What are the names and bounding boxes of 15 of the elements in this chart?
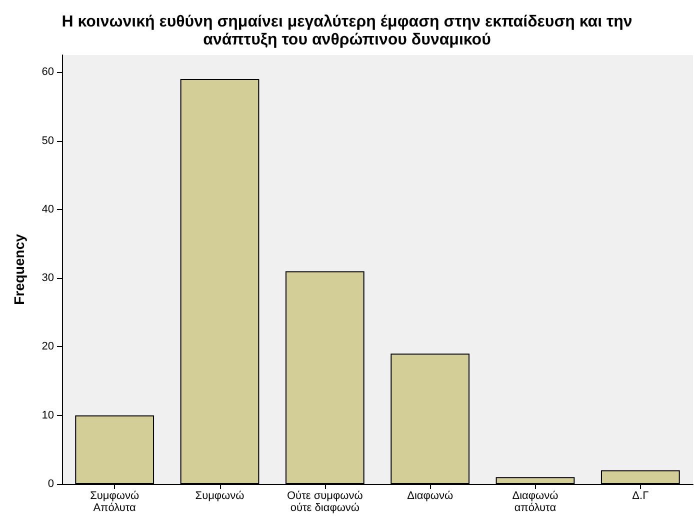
x-tick-label: Συμφωνώ Απόλυτα <box>90 490 140 514</box>
y-tick-label: 50 <box>42 134 54 147</box>
y-axis-title: Frequency <box>11 234 27 305</box>
y-tick-label: 20 <box>42 340 54 353</box>
y-tick-label: 10 <box>42 409 54 422</box>
y-tick-label: 60 <box>42 66 54 78</box>
x-tick-label: Διαφωνώ <box>407 490 454 502</box>
y-tick-label: 40 <box>42 203 54 216</box>
y-tick-label: 0 <box>48 478 54 490</box>
x-tick-label: Διαφωνώ απόλυτα <box>512 490 559 514</box>
x-tick-label: Συμφωνώ <box>195 490 245 502</box>
x-tick-label: Δ.Γ <box>632 490 649 502</box>
y-tick-label: 30 <box>42 272 54 284</box>
x-tick-label: Ούτε συμφωνώ ούτε διαφωνώ <box>286 490 364 514</box>
chart-title: Η κοινωνική ευθύνη σημαίνει μεγαλύτερη έμφαση στην εκπαίδευση και την ανάπτυξη του ανθρώπινου δυναμικού <box>62 14 632 48</box>
